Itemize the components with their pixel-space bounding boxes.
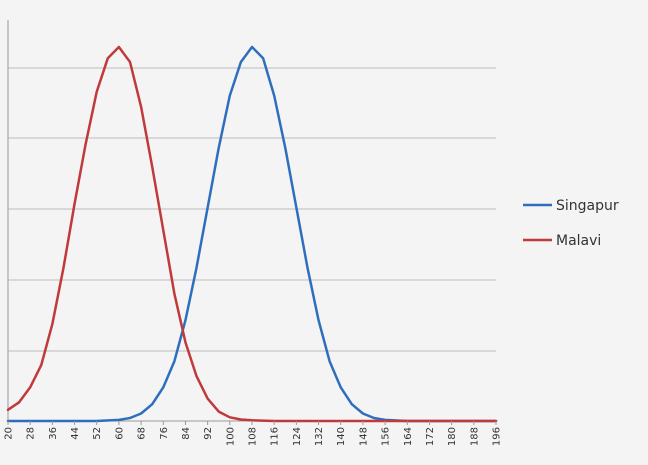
- x-tick-label: 172: [425, 427, 436, 446]
- x-tick-label: 148: [358, 427, 369, 446]
- legend-label-singapur: Singapur: [556, 198, 619, 214]
- x-tick-label: 52: [92, 427, 103, 440]
- x-tick-label: 28: [26, 427, 37, 440]
- gridlines: [8, 67, 496, 352]
- x-tick-labels: 20 28 36 44 52 60 68 76 84 92 100 108 116 124 132 140 14…: [4, 421, 503, 446]
- x-tick-label: 68: [137, 427, 148, 440]
- x-tick-label: 156: [381, 427, 392, 446]
- x-tick-label: 124: [292, 427, 303, 446]
- x-tick-label: 92: [203, 427, 214, 440]
- series-lines: [6, 45, 498, 423]
- x-tick-label: 116: [270, 427, 281, 446]
- x-tick-label: 196: [492, 427, 503, 446]
- x-tick-label: 100: [225, 427, 236, 446]
- x-tick-label: 180: [447, 427, 458, 446]
- x-tick-label: 84: [181, 427, 192, 440]
- x-tick-label: 132: [314, 427, 325, 446]
- legend: Singapur Malavi: [523, 198, 619, 249]
- legend-label-malavi: Malavi: [556, 233, 601, 249]
- series-line-malavi: [6, 45, 498, 423]
- x-tick-label: 108: [248, 427, 259, 446]
- x-tick-label: 164: [403, 427, 414, 446]
- x-tick-label: 20: [4, 427, 15, 440]
- x-tick-label: 60: [114, 427, 125, 440]
- x-tick-label: 44: [70, 427, 81, 440]
- x-tick-label: 188: [469, 427, 480, 446]
- x-tick-label: 36: [48, 427, 59, 440]
- x-tick-label: 140: [336, 427, 347, 446]
- series-line-singapur: [6, 45, 498, 423]
- x-tick-label: 76: [159, 427, 170, 440]
